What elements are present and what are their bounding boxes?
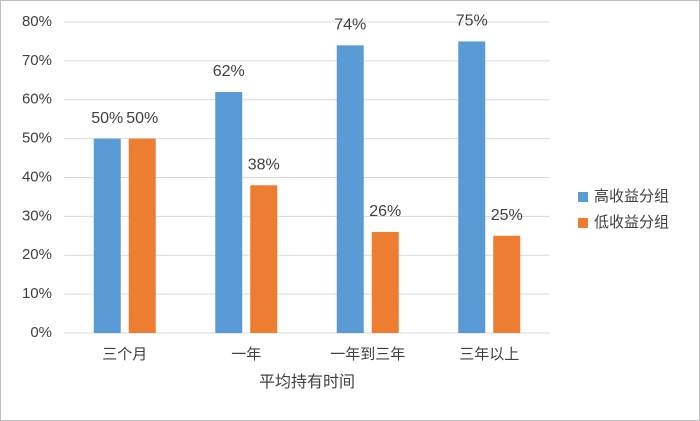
x-axis-title: 平均持有时间 [259,373,355,391]
bar [250,185,278,333]
y-tick-label: 70% [22,52,52,69]
y-tick-label: 80% [22,13,52,30]
value-label: 38% [248,156,280,173]
y-tick-label: 30% [22,207,52,224]
bar [215,91,243,333]
bar [128,138,156,333]
bar [458,41,486,333]
bar [371,231,399,333]
bar [336,45,364,333]
x-tick-label: 三年以上 [459,346,519,363]
y-tick-label: 10% [22,285,52,302]
value-label: 50% [126,110,158,127]
legend-label: 低收益分组 [594,214,669,231]
x-tick-label: 一年到三年 [330,346,405,363]
y-tick-label: 20% [22,246,52,263]
y-tick-label: 50% [22,130,52,147]
legend-label: 高收益分组 [594,188,669,205]
legend-swatch [578,192,588,202]
bar [493,235,521,333]
value-label: 25% [491,207,523,224]
x-tick-label: 三个月 [102,346,147,363]
y-tick-label: 60% [22,91,52,108]
value-label: 62% [213,63,245,80]
value-label: 50% [91,110,123,127]
value-label: 75% [456,13,488,30]
legend-swatch [578,218,588,228]
x-tick-label: 一年 [231,346,261,363]
value-label: 26% [369,203,401,220]
y-tick-label: 40% [22,168,52,185]
y-tick-label: 0% [30,324,52,341]
value-label: 74% [334,17,366,34]
bar [93,138,121,333]
